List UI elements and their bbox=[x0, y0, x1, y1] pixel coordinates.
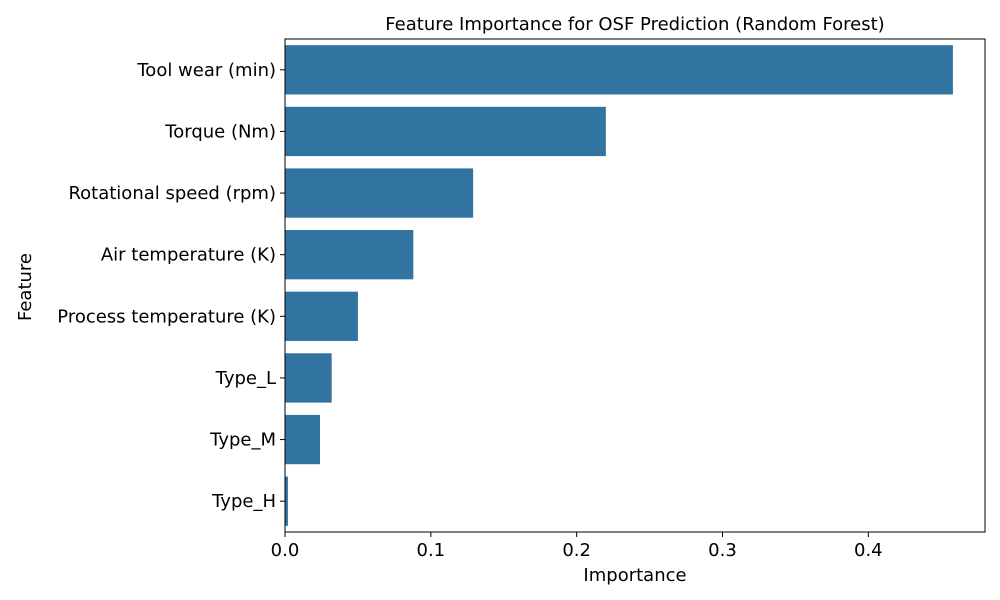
bar-1 bbox=[285, 106, 606, 157]
x-tick-label: 0.2 bbox=[562, 540, 591, 561]
y-tick-label: Type_L bbox=[215, 368, 276, 389]
bar-3 bbox=[285, 230, 414, 280]
bars-group bbox=[285, 45, 953, 526]
bar-7 bbox=[285, 476, 288, 526]
y-axis-label: Feature bbox=[15, 253, 36, 321]
y-tick-label: Type_M bbox=[209, 430, 276, 451]
chart-title: Feature Importance for OSF Prediction (R… bbox=[385, 14, 884, 35]
x-tick-label: 0.0 bbox=[271, 540, 300, 561]
y-tick-label: Tool wear (min) bbox=[136, 60, 276, 81]
axes-frame bbox=[284, 38, 986, 533]
y-axis-ticks: Tool wear (min) Torque (Nm) Rotational spe… bbox=[57, 60, 285, 512]
bar-4 bbox=[285, 291, 358, 341]
x-tick-label: 0.4 bbox=[854, 540, 883, 561]
x-tick-label: 0.1 bbox=[417, 540, 446, 561]
x-tick-label: 0.3 bbox=[708, 540, 737, 561]
y-tick-label: Type_H bbox=[211, 491, 276, 512]
bar-5 bbox=[285, 353, 332, 403]
y-tick-label: Air temperature (K) bbox=[101, 245, 276, 266]
x-axis-label: Importance bbox=[583, 565, 686, 586]
y-tick-label: Process temperature (K) bbox=[57, 306, 276, 327]
plot-area-border bbox=[284, 38, 986, 533]
bar-2 bbox=[285, 168, 474, 218]
bar-0 bbox=[285, 45, 953, 95]
bar-6 bbox=[285, 414, 320, 465]
x-axis-ticks: 0.0 0.1 0.2 0.3 0.4 bbox=[271, 532, 883, 561]
y-tick-label: Rotational speed (rpm) bbox=[68, 183, 276, 204]
y-tick-label: Torque (Nm) bbox=[164, 121, 276, 142]
